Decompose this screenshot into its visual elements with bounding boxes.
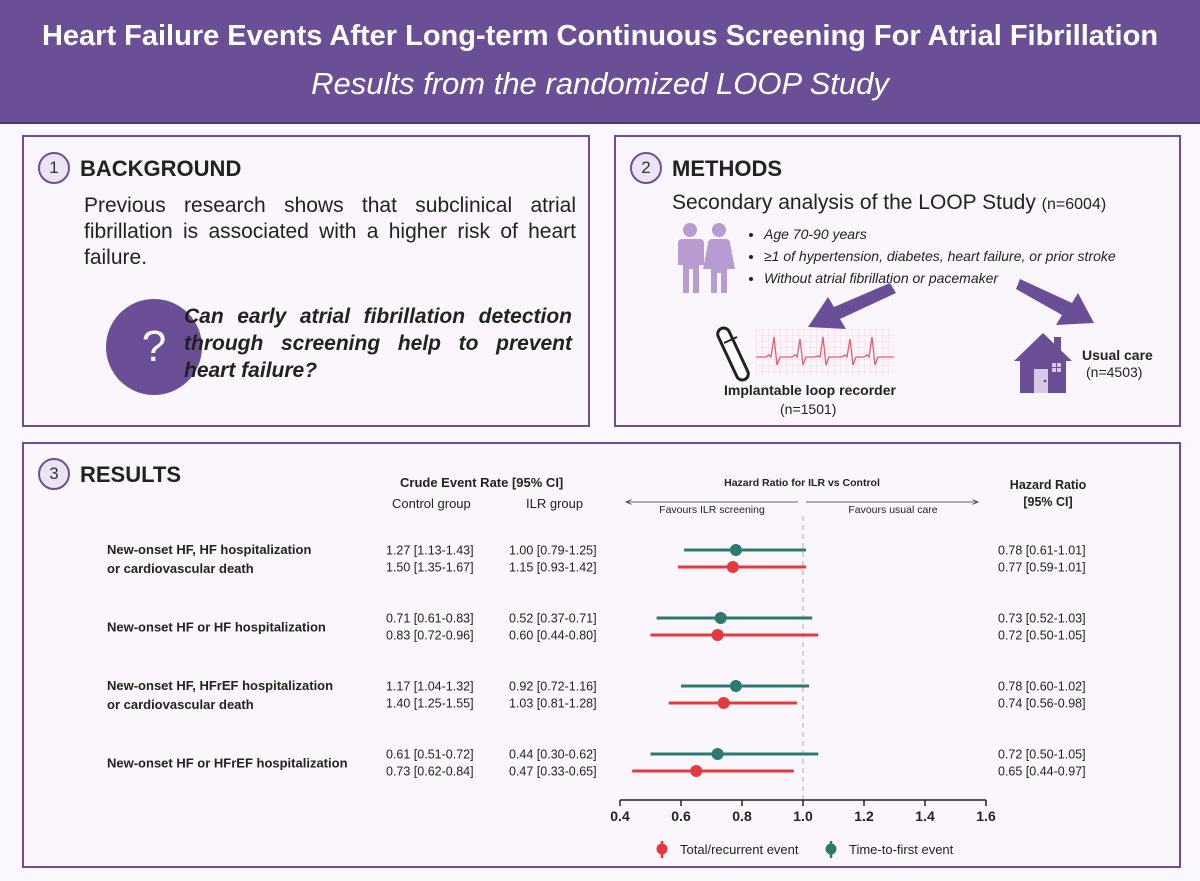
favours-right-label: Favours usual care <box>848 504 937 516</box>
section-number-badge: 1 <box>38 152 70 184</box>
arrow-left-down-icon <box>808 283 896 329</box>
ilr-rate-cell: 0.47 [0.33-0.65] <box>509 765 597 779</box>
control-rate-cell: 0.61 [0.51-0.72] <box>386 748 474 762</box>
x-axis-tick-label: 1.6 <box>976 808 996 824</box>
outcome-label: New-onset HF, HF hospitalization <box>107 542 311 557</box>
ilr-rate-cell: 0.60 [0.44-0.80] <box>509 629 597 643</box>
x-axis-tick-label: 1.2 <box>854 808 874 824</box>
header-banner: Heart Failure Events After Long-term Con… <box>0 0 1200 124</box>
x-axis-tick-label: 0.6 <box>671 808 691 824</box>
x-axis-tick-label: 1.0 <box>793 808 813 824</box>
hr-point <box>714 612 727 624</box>
background-title: BACKGROUND <box>80 156 242 181</box>
results-panel: 3 RESULTS <box>22 442 1181 868</box>
outcome-label: or cardiovascular death <box>107 561 254 576</box>
hazard-ratio-cell: 0.72 [0.50-1.05] <box>998 748 1086 762</box>
legend-marker <box>825 843 837 855</box>
hazard-ratio-cell: 0.77 [0.59-1.01] <box>998 561 1086 575</box>
usual-care-label: Usual care <box>1082 347 1153 363</box>
hr-point <box>711 629 724 641</box>
control-rate-cell: 0.83 [0.72-0.96] <box>386 629 474 643</box>
section-number-badge: 3 <box>38 458 70 490</box>
criteria-item: Without atrial fibrillation or pacemaker <box>764 267 1116 289</box>
legend-label: Time-to-first event <box>849 842 954 857</box>
outcome-label: New-onset HF or HF hospitalization <box>107 620 326 635</box>
control-rate-cell: 1.40 [1.25-1.55] <box>386 697 474 711</box>
ilr-label: Implantable loop recorder <box>724 382 896 398</box>
hazard-ratio-cell: 0.65 [0.44-0.97] <box>998 765 1086 779</box>
hazard-ratio-cell: 0.72 [0.50-1.05] <box>998 629 1086 643</box>
question-mark-icon: ? <box>106 299 202 395</box>
hr-point <box>726 561 739 573</box>
hr-point <box>690 765 703 777</box>
hazard-ratio-cell: 0.78 [0.60-1.02] <box>998 680 1086 694</box>
hr-point <box>717 697 730 709</box>
outcome-label: New-onset HF, HFrEF hospitalization <box>107 678 333 693</box>
control-header: Control group <box>392 496 471 511</box>
usual-care-count: (n=4503) <box>1086 364 1143 380</box>
hazard-ratio-cell: 0.78 [0.61-1.01] <box>998 544 1086 558</box>
favours-left-label: Favours ILR screening <box>659 504 765 516</box>
methods-heading-text: Secondary analysis of the LOOP Study <box>672 191 1036 214</box>
hr-point <box>729 544 742 556</box>
methods-panel: 2 METHODS Secondary analysis of the LOOP… <box>614 135 1181 427</box>
people-icon <box>678 223 735 293</box>
crude-header: Crude Event Rate [95% CI] <box>400 475 563 490</box>
plot-title: Hazard Ratio for ILR vs Control <box>724 477 880 489</box>
control-rate-cell: 1.27 [1.13-1.43] <box>386 544 474 558</box>
house-icon <box>1014 333 1072 393</box>
control-rate-cell: 1.17 [1.04-1.32] <box>386 680 474 694</box>
results-title: RESULTS <box>80 462 182 487</box>
loop-recorder-icon <box>716 326 750 382</box>
hazard-ratio-cell: 0.74 [0.56-0.98] <box>998 697 1086 711</box>
methods-heading-n: (n=6004) <box>1041 196 1107 213</box>
legend-label: Total/recurrent event <box>680 842 799 857</box>
section-number-badge: 2 <box>630 152 662 184</box>
ilr-count: (n=1501) <box>780 401 837 417</box>
outcome-label: or cardiovascular death <box>107 697 254 712</box>
outcome-label: New-onset HF or HFrEF hospitalization <box>107 756 348 771</box>
control-rate-cell: 0.73 [0.62-0.84] <box>386 765 474 779</box>
background-text: Previous research shows that subclinical… <box>84 194 576 269</box>
ilr-rate-cell: 0.52 [0.37-0.71] <box>509 612 597 626</box>
x-axis-tick-label: 0.8 <box>732 808 752 824</box>
ilr-rate-cell: 0.44 [0.30-0.62] <box>509 748 597 762</box>
ecg-strip-icon <box>756 329 894 375</box>
hazard-ratio-cell: 0.73 [0.52-1.03] <box>998 612 1086 626</box>
x-axis-tick-label: 1.4 <box>915 808 935 824</box>
control-rate-cell: 1.50 [1.35-1.67] <box>386 561 474 575</box>
methods-title: METHODS <box>672 156 782 181</box>
hr-point <box>729 680 742 692</box>
research-question: Can early atrial fibrillation detection … <box>184 305 572 382</box>
hr-header-1: Hazard Ratio <box>1010 478 1087 492</box>
legend-marker <box>656 843 668 855</box>
ilr-rate-cell: 1.15 [0.93-1.42] <box>509 561 597 575</box>
hr-header-2: [95% CI] <box>1023 495 1072 509</box>
control-rate-cell: 0.71 [0.61-0.83] <box>386 612 474 626</box>
page-subtitle: Results from the randomized LOOP Study <box>311 66 889 101</box>
ilr-header: ILR group <box>526 496 583 511</box>
arrow-right-down-icon <box>1016 279 1094 325</box>
criteria-item: ≥1 of hypertension, diabetes, heart fail… <box>764 245 1116 267</box>
inclusion-criteria-list: Age 70-90 years ≥1 of hypertension, diab… <box>746 223 1116 289</box>
ilr-rate-cell: 0.92 [0.72-1.16] <box>509 680 597 694</box>
background-panel: 1 BACKGROUND Previous research shows tha… <box>22 135 590 427</box>
criteria-item: Age 70-90 years <box>764 223 1116 245</box>
page-title: Heart Failure Events After Long-term Con… <box>41 20 1159 52</box>
ilr-rate-cell: 1.03 [0.81-1.28] <box>509 697 597 711</box>
ilr-rate-cell: 1.00 [0.79-1.25] <box>509 544 597 558</box>
x-axis-tick-label: 0.4 <box>610 808 630 824</box>
methods-heading: Secondary analysis of the LOOP Study (n=… <box>672 191 1106 215</box>
hr-point <box>711 748 724 760</box>
